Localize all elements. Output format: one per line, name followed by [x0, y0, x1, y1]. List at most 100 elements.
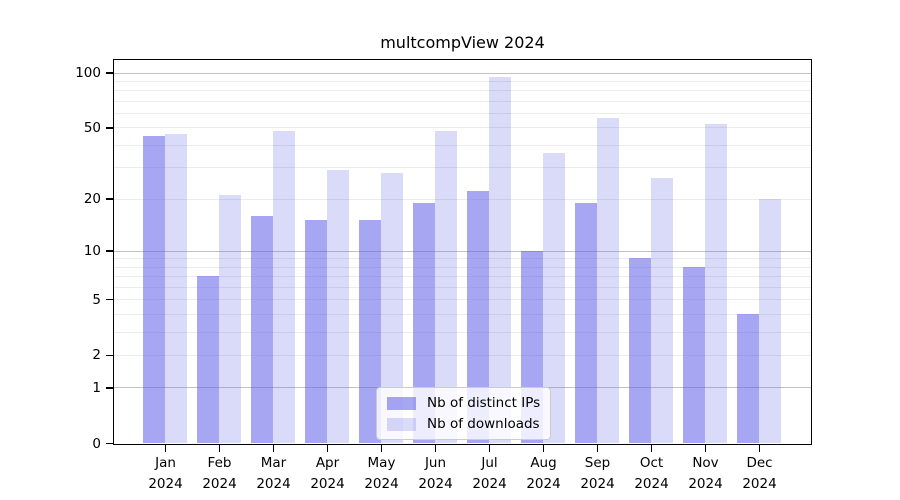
x-tick-month: Apr [315, 454, 340, 471]
bar-distinct-ips [575, 202, 597, 443]
x-tick-month: Jun [424, 454, 447, 471]
bar-distinct-ips [197, 276, 219, 443]
y-tick-mark [106, 250, 113, 252]
y-tick-label: 10 [83, 243, 101, 259]
bar-downloads [327, 170, 349, 443]
x-tick-label: Jul 2024 [455, 453, 525, 495]
bar-downloads [435, 130, 457, 443]
grid-minor-line [114, 276, 811, 278]
bar-distinct-ips [305, 220, 327, 443]
x-tick-year: 2024 [688, 475, 723, 492]
x-tick-label: Oct 2024 [617, 453, 687, 495]
bar-downloads [273, 130, 295, 443]
bar-downloads [165, 133, 187, 443]
bar-downloads [597, 118, 619, 443]
bar-distinct-ips [143, 135, 165, 443]
x-tick-year: 2024 [364, 475, 399, 492]
bar-downloads [705, 124, 727, 443]
y-tick-mark [106, 198, 113, 200]
x-tick-month: Jan [155, 454, 176, 471]
x-tick-mark [326, 445, 329, 452]
x-tick-month: May [367, 454, 396, 471]
bar-downloads [543, 153, 565, 443]
bar-distinct-ips [251, 215, 273, 443]
grid-minor-line [114, 144, 811, 146]
y-tick-label: 20 [83, 191, 101, 208]
y-tick-mark [106, 387, 113, 389]
x-tick-month: Nov [692, 454, 719, 471]
bar-distinct-ips [467, 191, 489, 443]
grid-minor-line [114, 331, 811, 333]
x-tick-mark [272, 445, 275, 452]
grid-minor-line [114, 80, 811, 82]
bar-distinct-ips [683, 266, 705, 443]
x-tick-year: 2024 [256, 475, 291, 492]
bar-downloads [381, 172, 403, 443]
x-tick-label: Aug 2024 [509, 453, 579, 495]
x-tick-label: Jun 2024 [401, 453, 471, 495]
x-tick-year: 2024 [742, 475, 777, 492]
x-tick-month: Aug [530, 454, 557, 471]
legend-swatch-downloads [387, 417, 416, 431]
grid-minor-line [114, 286, 811, 288]
x-tick-label: Dec 2024 [725, 453, 795, 495]
x-tick-mark [650, 445, 653, 452]
x-tick-mark [218, 445, 221, 452]
x-tick-year: 2024 [634, 475, 669, 492]
x-tick-month: Jul [481, 454, 498, 471]
bar-distinct-ips [359, 220, 381, 443]
legend-swatch-distinct-ips [387, 396, 416, 410]
x-tick-year: 2024 [472, 475, 507, 492]
x-tick-year: 2024 [418, 475, 453, 492]
chart-title: multcompView 2024 [380, 33, 545, 52]
x-tick-year: 2024 [526, 475, 561, 492]
x-tick-label: Sep 2024 [563, 453, 633, 495]
x-tick-year: 2024 [148, 475, 183, 492]
grid-minor-line [114, 313, 811, 315]
y-tick-label: 1 [92, 379, 101, 396]
bar-downloads [759, 198, 781, 443]
y-tick-mark [106, 298, 113, 301]
x-tick-label: May 2024 [347, 453, 417, 495]
grid-minor-line [114, 113, 811, 114]
x-tick-month: Oct [639, 454, 664, 471]
plot-area: Nb of distinct IPs Nb of downloads [113, 59, 812, 445]
grid-minor-line [114, 258, 811, 260]
grid-minor-line [114, 198, 811, 200]
x-tick-month: Sep [584, 454, 611, 471]
grid-minor-line [114, 266, 811, 268]
x-tick-mark [434, 445, 437, 452]
y-tick-label: 100 [75, 65, 101, 81]
bar-distinct-ips [629, 258, 651, 443]
x-tick-label: Nov 2024 [671, 453, 741, 495]
x-tick-mark [704, 445, 707, 452]
x-tick-month: Dec [746, 454, 773, 471]
x-tick-label: Jan 2024 [131, 453, 201, 495]
x-tick-label: Mar 2024 [239, 453, 309, 495]
x-tick-mark [542, 445, 545, 452]
legend: Nb of distinct IPs Nb of downloads [376, 387, 552, 440]
x-tick-month: Feb [207, 454, 232, 471]
x-tick-label: Apr 2024 [293, 453, 363, 495]
bar-layer [114, 60, 811, 444]
legend-label-downloads: Nb of downloads [427, 416, 540, 432]
grid-minor-line [114, 167, 811, 169]
grid-minor-line [114, 100, 811, 102]
x-tick-mark [596, 445, 599, 452]
grid-major-line [114, 250, 811, 252]
grid-minor-line [114, 354, 811, 356]
y-tick-label: 50 [83, 119, 101, 136]
bar-distinct-ips [413, 202, 435, 443]
bar-downloads [219, 194, 241, 443]
y-tick-label: 5 [92, 291, 101, 308]
x-tick-mark [488, 445, 491, 452]
grid-minor-line [114, 127, 811, 129]
grid-minor-line [114, 90, 811, 92]
x-tick-mark [380, 445, 383, 452]
grid-minor-line [114, 299, 811, 301]
y-tick-mark [106, 127, 113, 129]
y-tick-mark [106, 354, 113, 357]
x-tick-mark [758, 445, 761, 452]
x-tick-year: 2024 [310, 475, 345, 492]
